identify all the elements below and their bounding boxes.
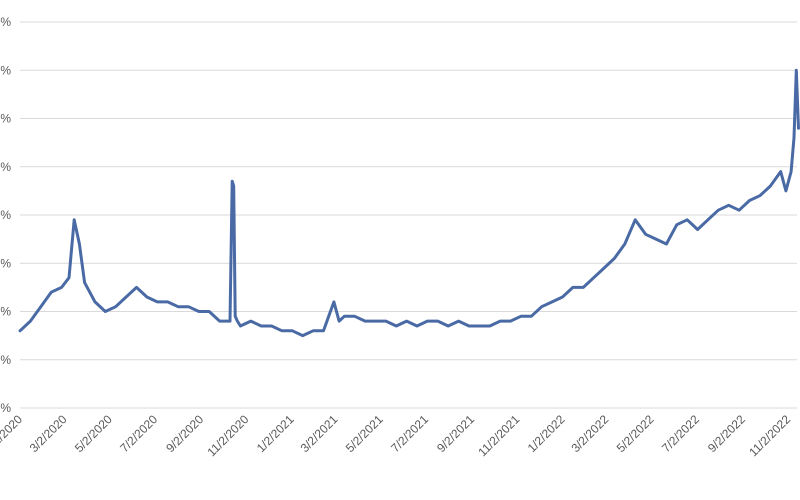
x-tick-label: 5/2/2021 xyxy=(343,412,386,455)
y-tick-label: % xyxy=(0,305,11,319)
x-tick-label: 9/2/2022 xyxy=(705,412,748,455)
x-tick-label: 1/2/2021 xyxy=(254,412,297,455)
y-tick-label: % xyxy=(0,401,11,415)
y-tick-label: % xyxy=(0,112,11,126)
x-tick-label: 11/2/2021 xyxy=(475,412,522,459)
x-tick-label: 5/2/2020 xyxy=(72,412,115,455)
x-tick-label: 5/2/2022 xyxy=(614,412,657,455)
x-tick-label: 7/2/2020 xyxy=(117,412,160,455)
x-tick-label: 9/2/2020 xyxy=(163,412,206,455)
y-tick-label: % xyxy=(0,256,11,270)
y-tick-label: % xyxy=(0,353,11,367)
plot-area xyxy=(18,68,800,338)
x-tick-label: 1/2/2020 xyxy=(0,412,25,455)
x-tick-label: 9/2/2021 xyxy=(434,412,477,455)
x-tick-label: 11/2/2022 xyxy=(746,412,793,459)
x-tick-label: 3/2/2022 xyxy=(568,412,611,455)
y-axis: %%%%%%%%% xyxy=(0,15,11,415)
series-line xyxy=(18,68,800,338)
x-tick-label: 11/2/2020 xyxy=(204,412,251,459)
y-tick-label: % xyxy=(0,160,11,174)
y-tick-label: % xyxy=(0,15,11,29)
y-tick-label: % xyxy=(0,208,11,222)
x-tick-label: 1/2/2022 xyxy=(525,412,568,455)
x-axis: 1/2/2020 3/2/2020 5/2/2020 7/2/2020 9/2/2020… xyxy=(0,412,793,459)
x-tick-label: 7/2/2021 xyxy=(388,412,431,455)
x-tick-label: 7/2/2022 xyxy=(659,412,702,455)
x-tick-label: 3/2/2021 xyxy=(298,412,341,455)
gridlines xyxy=(20,21,797,409)
y-tick-label: % xyxy=(0,63,11,77)
x-tick-label: 3/2/2020 xyxy=(27,412,70,455)
